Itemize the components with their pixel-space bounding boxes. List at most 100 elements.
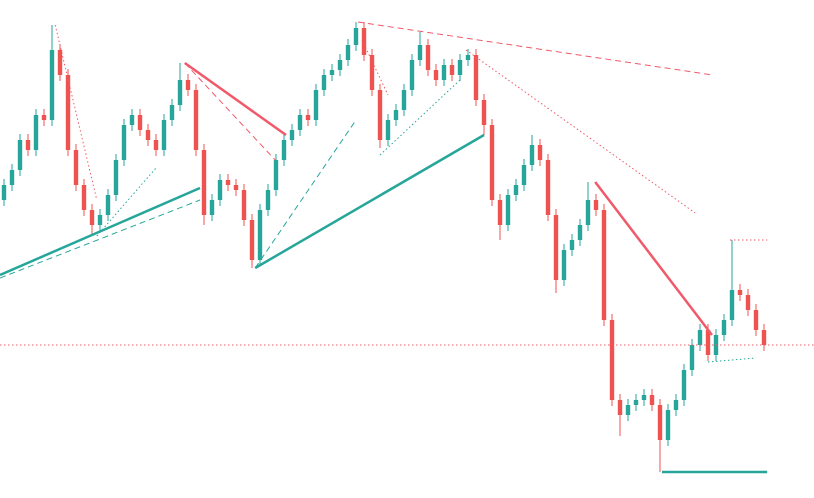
candle-body: [201, 150, 207, 215]
candle-body: [345, 45, 351, 60]
candle-body: [25, 140, 31, 150]
candle-body: [153, 140, 159, 150]
candle-body: [665, 410, 671, 440]
candle-body: [297, 115, 303, 130]
candle-body: [593, 200, 599, 210]
candle-body: [401, 90, 407, 110]
candle-body: [625, 405, 631, 415]
candle-body: [105, 195, 111, 215]
candle-body: [225, 180, 231, 185]
candle-body: [337, 60, 343, 70]
candle-body: [249, 220, 255, 260]
candle-body: [369, 55, 375, 90]
candle-body: [481, 100, 487, 125]
candle-body: [761, 330, 767, 345]
candle-body: [129, 115, 135, 125]
candle-body: [193, 90, 199, 150]
candle-body: [737, 290, 743, 295]
candle-body: [121, 125, 127, 160]
candle-body: [649, 395, 655, 405]
candle-body: [545, 160, 551, 215]
candle-body: [233, 185, 239, 190]
candle-body: [393, 110, 399, 120]
candle-body: [697, 330, 703, 345]
candle-body: [217, 180, 223, 200]
candle-body: [465, 55, 471, 60]
candle-body: [57, 50, 63, 75]
candle-body: [577, 225, 583, 240]
trend-line: [465, 49, 696, 214]
candle-body: [73, 150, 79, 185]
candle-body: [377, 90, 383, 140]
candle-body: [281, 140, 287, 160]
candle-body: [353, 28, 359, 45]
candle-body: [185, 80, 191, 90]
candle-body: [425, 45, 431, 70]
candle-body: [537, 145, 543, 160]
candle-body: [385, 120, 391, 140]
candle-body: [521, 165, 527, 185]
candle-body: [505, 195, 511, 225]
candle-body: [473, 55, 479, 100]
candle-body: [561, 250, 567, 280]
candle-body: [305, 115, 311, 120]
candle-body: [289, 130, 295, 140]
trend-line: [0, 186, 201, 277]
candle-body: [529, 145, 535, 165]
candle-body: [65, 75, 71, 150]
candle-body: [489, 125, 495, 200]
candle-body: [721, 320, 727, 335]
candle-body: [209, 200, 215, 215]
candle-body: [1, 185, 7, 200]
candle-body: [457, 60, 463, 75]
candle-body: [617, 400, 623, 415]
candle-body: [681, 370, 687, 400]
candle-body: [145, 130, 151, 140]
candle-body: [513, 185, 519, 195]
candle-body: [97, 215, 103, 225]
candle-body: [441, 65, 447, 80]
candle-body: [113, 160, 119, 195]
candle-body: [313, 90, 319, 120]
candle-body: [689, 345, 695, 370]
candle-body: [265, 190, 271, 210]
candle-body: [657, 405, 663, 440]
candle-body: [433, 70, 439, 80]
trend-line: [594, 181, 713, 336]
candle-body: [169, 105, 175, 120]
candle-body: [137, 115, 143, 130]
candle-body: [745, 295, 751, 310]
trend-line: [184, 62, 276, 161]
trend-line: [707, 357, 757, 363]
candle-body: [417, 45, 423, 60]
trend-line: [254, 133, 485, 270]
candle-body: [321, 75, 327, 90]
candle-body: [329, 70, 335, 75]
candle-body: [609, 320, 615, 400]
candle-body: [81, 185, 87, 210]
candle-body: [89, 210, 95, 225]
candle-body: [41, 115, 47, 120]
candle-body: [161, 120, 167, 150]
candle-body: [753, 310, 759, 330]
candle-body: [9, 170, 15, 185]
candle-body: [569, 240, 575, 250]
candle-body: [497, 200, 503, 225]
candle-body: [49, 50, 55, 120]
candle-body: [449, 65, 455, 75]
candle-body: [705, 330, 711, 355]
candle-body: [633, 400, 639, 405]
trend-line: [184, 61, 287, 137]
candle-body: [409, 60, 415, 90]
candle-body: [729, 290, 735, 320]
candle-body: [585, 200, 591, 225]
trend-line: [0, 199, 201, 279]
candle-body: [673, 400, 679, 410]
candle-body: [273, 160, 279, 190]
candle-body: [601, 210, 607, 320]
candle-body: [17, 140, 23, 170]
trend-line: [96, 167, 157, 237]
candle-body: [241, 190, 247, 220]
